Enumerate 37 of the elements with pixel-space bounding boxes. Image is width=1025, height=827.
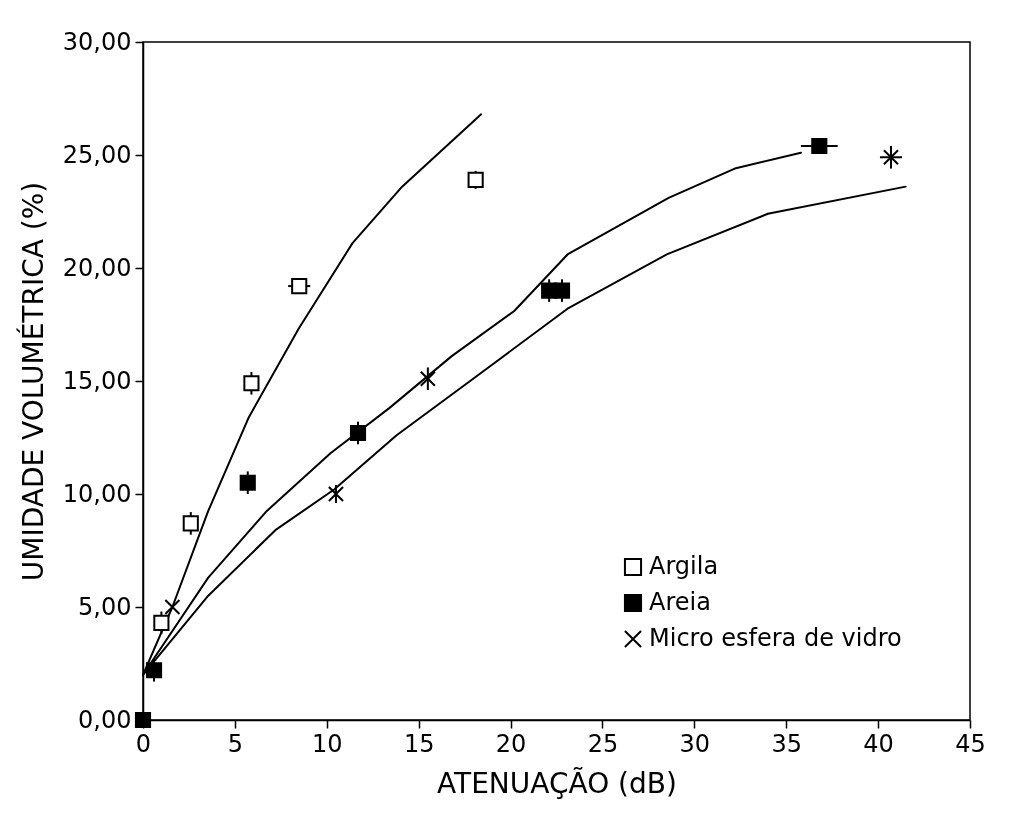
point bbox=[164, 598, 181, 616]
point bbox=[145, 662, 163, 679]
x-tick-label: 20 bbox=[495, 729, 527, 758]
point bbox=[134, 711, 152, 729]
point bbox=[467, 171, 484, 188]
x-tick-label: 5 bbox=[227, 729, 244, 758]
point bbox=[239, 474, 256, 491]
point bbox=[349, 424, 367, 442]
x-tick-label: 25 bbox=[587, 729, 619, 758]
x-tick-label: 30 bbox=[679, 729, 711, 758]
y-tick-label: 25,00 bbox=[62, 140, 132, 169]
point bbox=[153, 614, 170, 631]
x-tick-label: 0 bbox=[135, 729, 152, 758]
point bbox=[243, 375, 260, 392]
y-tick-label: 5,00 bbox=[78, 592, 132, 621]
y-tick-label: 10,00 bbox=[62, 479, 132, 508]
legend-label: Areia bbox=[649, 588, 711, 616]
x-tick-label: 45 bbox=[955, 729, 986, 758]
point bbox=[291, 278, 308, 295]
y-tick-label: 15,00 bbox=[62, 366, 132, 395]
point bbox=[327, 485, 345, 503]
x-axis-title: ATENUAÇÃO (dB) bbox=[437, 766, 677, 800]
y-tick-label: 30,00 bbox=[62, 27, 132, 56]
y-axis-title: UMIDADE VOLUMÉTRICA (%) bbox=[15, 181, 50, 582]
point bbox=[882, 149, 900, 166]
x-tick-label: 15 bbox=[403, 729, 435, 758]
y-tick-label: 20,00 bbox=[62, 253, 132, 282]
legend-label: Micro esfera de vidro bbox=[649, 624, 902, 652]
point bbox=[182, 515, 199, 532]
y-tick-label: 0,00 bbox=[78, 705, 132, 734]
point bbox=[811, 137, 828, 155]
x-tick-label: 35 bbox=[771, 729, 802, 758]
point bbox=[553, 282, 571, 299]
legend-label: Argila bbox=[649, 552, 719, 580]
point bbox=[419, 370, 436, 387]
x-tick-label: 40 bbox=[863, 729, 894, 758]
x-tick-label: 10 bbox=[312, 729, 343, 758]
